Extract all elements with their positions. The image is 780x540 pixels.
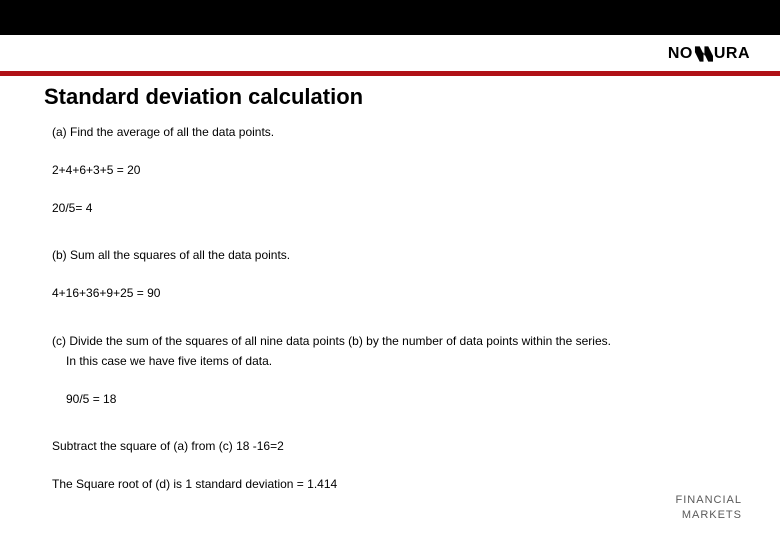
step-c-calc-1: 90/5 = 18 bbox=[66, 391, 736, 408]
footer-line-1: FINANCIAL bbox=[676, 493, 742, 507]
header: NO URA bbox=[0, 35, 780, 71]
logo-mark-icon bbox=[694, 46, 713, 62]
step-a-heading: (a) Find the average of all the data poi… bbox=[52, 124, 736, 141]
step-c-heading-1: (c) Divide the sum of the squares of all… bbox=[52, 333, 736, 350]
step-d-line: Subtract the square of (a) from (c) 18 -… bbox=[52, 438, 736, 455]
slide-title: Standard deviation calculation bbox=[44, 84, 736, 110]
slide-content: Standard deviation calculation (a) Find … bbox=[0, 76, 780, 493]
footer-label: FINANCIAL MARKETS bbox=[676, 493, 742, 522]
step-e-line: The Square root of (d) is 1 standard dev… bbox=[52, 476, 736, 493]
step-a-calc-2: 20/5= 4 bbox=[52, 200, 736, 217]
step-b-heading: (b) Sum all the squares of all the data … bbox=[52, 247, 736, 264]
brand-logo: NO URA bbox=[668, 45, 750, 63]
step-a-calc-1: 2+4+6+3+5 = 20 bbox=[52, 162, 736, 179]
body-text: (a) Find the average of all the data poi… bbox=[44, 124, 736, 493]
logo-text-right: URA bbox=[714, 45, 750, 63]
top-black-bar bbox=[0, 0, 780, 35]
logo-text-left: NO bbox=[668, 45, 693, 63]
step-b-calc-1: 4+16+36+9+25 = 90 bbox=[52, 285, 736, 302]
step-c-heading-2: In this case we have five items of data. bbox=[66, 353, 736, 370]
footer-line-2: MARKETS bbox=[676, 508, 742, 522]
